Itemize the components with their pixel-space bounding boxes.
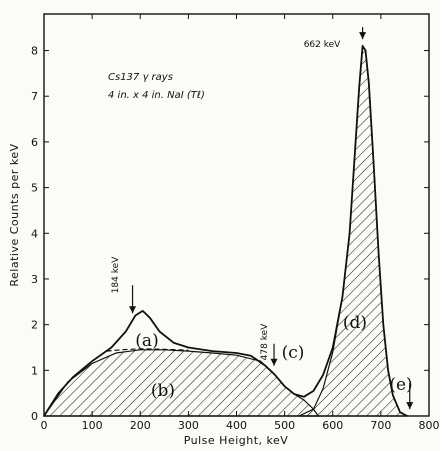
x-tick-label: 700 bbox=[370, 419, 391, 432]
spectrum-line-1 bbox=[43, 45, 408, 417]
region-label-c: (c) bbox=[282, 343, 305, 363]
y-tick-label: 1 bbox=[31, 364, 38, 377]
x-axis-title: Pulse Height, keV bbox=[184, 434, 289, 447]
y-tick-label: 3 bbox=[31, 273, 38, 286]
x-tick-label: 800 bbox=[419, 419, 440, 432]
hatched-region-2 bbox=[298, 44, 408, 417]
annotation-662-kev: 662 keV bbox=[304, 40, 341, 50]
hatched-regions bbox=[42, 44, 408, 417]
y-tick-label: 2 bbox=[31, 319, 38, 332]
y-tick-label: 0 bbox=[31, 410, 38, 423]
region-label-e: (e) bbox=[389, 375, 412, 395]
spectrum-curves bbox=[43, 45, 408, 417]
region-label-b: (b) bbox=[151, 381, 175, 401]
inset-detector-line: 4 in. x 4 in. NaI (Tℓ) bbox=[108, 90, 205, 101]
y-axis-title: Relative Counts per keV bbox=[8, 143, 21, 286]
x-tick-label: 500 bbox=[274, 419, 295, 432]
x-tick-label: 400 bbox=[226, 419, 247, 432]
region-label-d: (d) bbox=[343, 313, 367, 333]
axis-ticks: 0 100 200 300 400 500 600 700 800 0 1 2 3 4 5 6 7 8 bbox=[31, 14, 440, 432]
y-tick-label: 6 bbox=[31, 136, 38, 149]
annotation-184-kev: 184 keV bbox=[111, 256, 121, 293]
arrow-e-head bbox=[406, 402, 414, 410]
annotation-arrows bbox=[129, 27, 414, 410]
annotation-478-kev: 478 keV bbox=[260, 323, 270, 360]
arrow-edge478-head bbox=[270, 358, 278, 366]
x-tick-label: 300 bbox=[178, 419, 199, 432]
hatched-region-1 bbox=[42, 349, 320, 417]
arrow-peak662-head bbox=[359, 32, 367, 40]
y-tick-label: 5 bbox=[31, 182, 38, 195]
x-tick-label: 0 bbox=[41, 419, 48, 432]
x-tick-label: 100 bbox=[82, 419, 103, 432]
y-tick-label: 7 bbox=[31, 90, 38, 103]
arrow-peak184-head bbox=[129, 306, 137, 314]
y-tick-label: 8 bbox=[31, 45, 38, 58]
inset-source-line: Cs137 γ rays bbox=[108, 72, 173, 83]
x-tick-label: 600 bbox=[322, 419, 343, 432]
peak-a-boundary-line bbox=[106, 348, 189, 352]
region-label-a: (a) bbox=[135, 331, 158, 351]
y-tick-label: 4 bbox=[31, 227, 38, 240]
x-tick-label: 200 bbox=[130, 419, 151, 432]
